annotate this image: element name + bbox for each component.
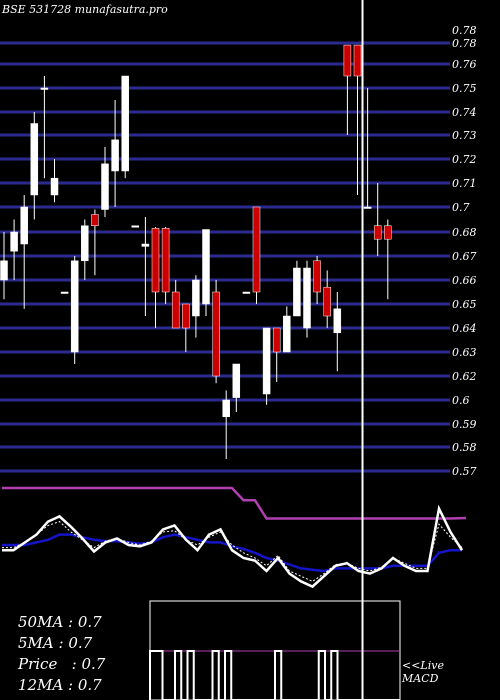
candle-body	[313, 260, 321, 293]
candle-body	[303, 267, 311, 329]
candlesticks	[0, 44, 392, 459]
candle-body	[121, 75, 129, 172]
candle-body	[323, 286, 331, 317]
candle-body	[192, 279, 200, 317]
y-tick-label: 0.74	[452, 106, 477, 119]
candle-body	[232, 363, 241, 398]
y-tick-label: 0.62	[452, 370, 477, 383]
long-ma-line	[2, 486, 467, 520]
macd-signal-line	[2, 533, 462, 573]
candle-body	[363, 206, 372, 209]
candle-body	[101, 163, 109, 210]
macd-panel	[2, 486, 467, 700]
candle-body	[182, 303, 190, 329]
y-tick-label: 0.67	[452, 250, 477, 263]
y-tick-label: 0.6	[452, 394, 470, 407]
candle-body	[70, 260, 79, 353]
candle-body	[30, 123, 39, 196]
candle-body	[171, 291, 180, 329]
chart-title: BSE 531728 munafasutra.pro	[1, 3, 168, 16]
y-tick-label: 0.76	[452, 58, 477, 71]
stats-panel: 50MA : 0.7 5MA : 0.7 Price : 0.7 12MA : …	[18, 612, 105, 696]
y-tick-label: 0.63	[452, 346, 477, 359]
candle-body	[252, 206, 261, 293]
candle-body	[333, 308, 342, 334]
y-tick-label: 0.73	[452, 129, 477, 142]
candle-body	[141, 243, 150, 247]
candle-body	[60, 291, 69, 294]
candle-body	[222, 399, 230, 418]
candle-body	[293, 267, 301, 317]
candle-body	[373, 225, 382, 240]
price-stat: Price : 0.7	[18, 655, 106, 673]
y-tick-label: 0.7	[452, 201, 470, 214]
ma5-stat: 5MA : 0.7	[18, 634, 93, 652]
y-tick-label: 0.68	[452, 226, 477, 239]
candle-body	[0, 260, 8, 281]
live-legend: <<Live MACD	[402, 659, 444, 685]
candle-body	[262, 327, 271, 395]
ma50-stat: 50MA : 0.7	[18, 613, 102, 631]
y-tick-label: 0.64	[452, 322, 477, 335]
candle-body	[161, 228, 170, 293]
macd-label: MACD	[402, 672, 439, 685]
candle-body	[10, 231, 18, 252]
live-label: <<Live	[402, 659, 444, 672]
y-tick-label: 0.66	[452, 274, 477, 287]
candle-body	[272, 327, 281, 353]
y-tick-label: 0.57	[452, 465, 477, 478]
candle-body	[20, 206, 28, 245]
y-tick-label: 0.78	[452, 37, 477, 50]
candle-body	[50, 177, 59, 196]
y-tick-label: 0.72	[452, 153, 477, 166]
candle-body	[81, 225, 89, 262]
y-tick-label: 0.59	[452, 418, 477, 431]
candle-body	[151, 228, 160, 293]
macd-fast-line	[2, 504, 464, 589]
candle-body	[242, 291, 251, 294]
candle-body	[212, 291, 220, 377]
candle-body	[353, 44, 362, 77]
y-axis-tick-labels: 0.78 0.76 0.75 0.74 0.73 0.72 0.71 0.7 0.68 0.67 0…	[452, 24, 477, 478]
candle-body	[91, 214, 99, 226]
candle-body	[384, 225, 392, 240]
candle-body	[202, 229, 210, 305]
y-tick-label-overlap: 0.78	[452, 24, 477, 37]
ma12-stat: 12MA : 0.7	[18, 676, 102, 694]
y-tick-label: 0.58	[452, 441, 477, 454]
candle-body	[343, 44, 352, 77]
y-tick-label: 0.75	[452, 82, 477, 95]
y-tick-label: 0.71	[452, 177, 477, 190]
candle-body	[283, 315, 291, 353]
y-tick-label: 0.65	[452, 298, 477, 311]
candle-body	[40, 87, 49, 90]
candle-body	[131, 225, 140, 228]
candle-body	[111, 139, 119, 172]
